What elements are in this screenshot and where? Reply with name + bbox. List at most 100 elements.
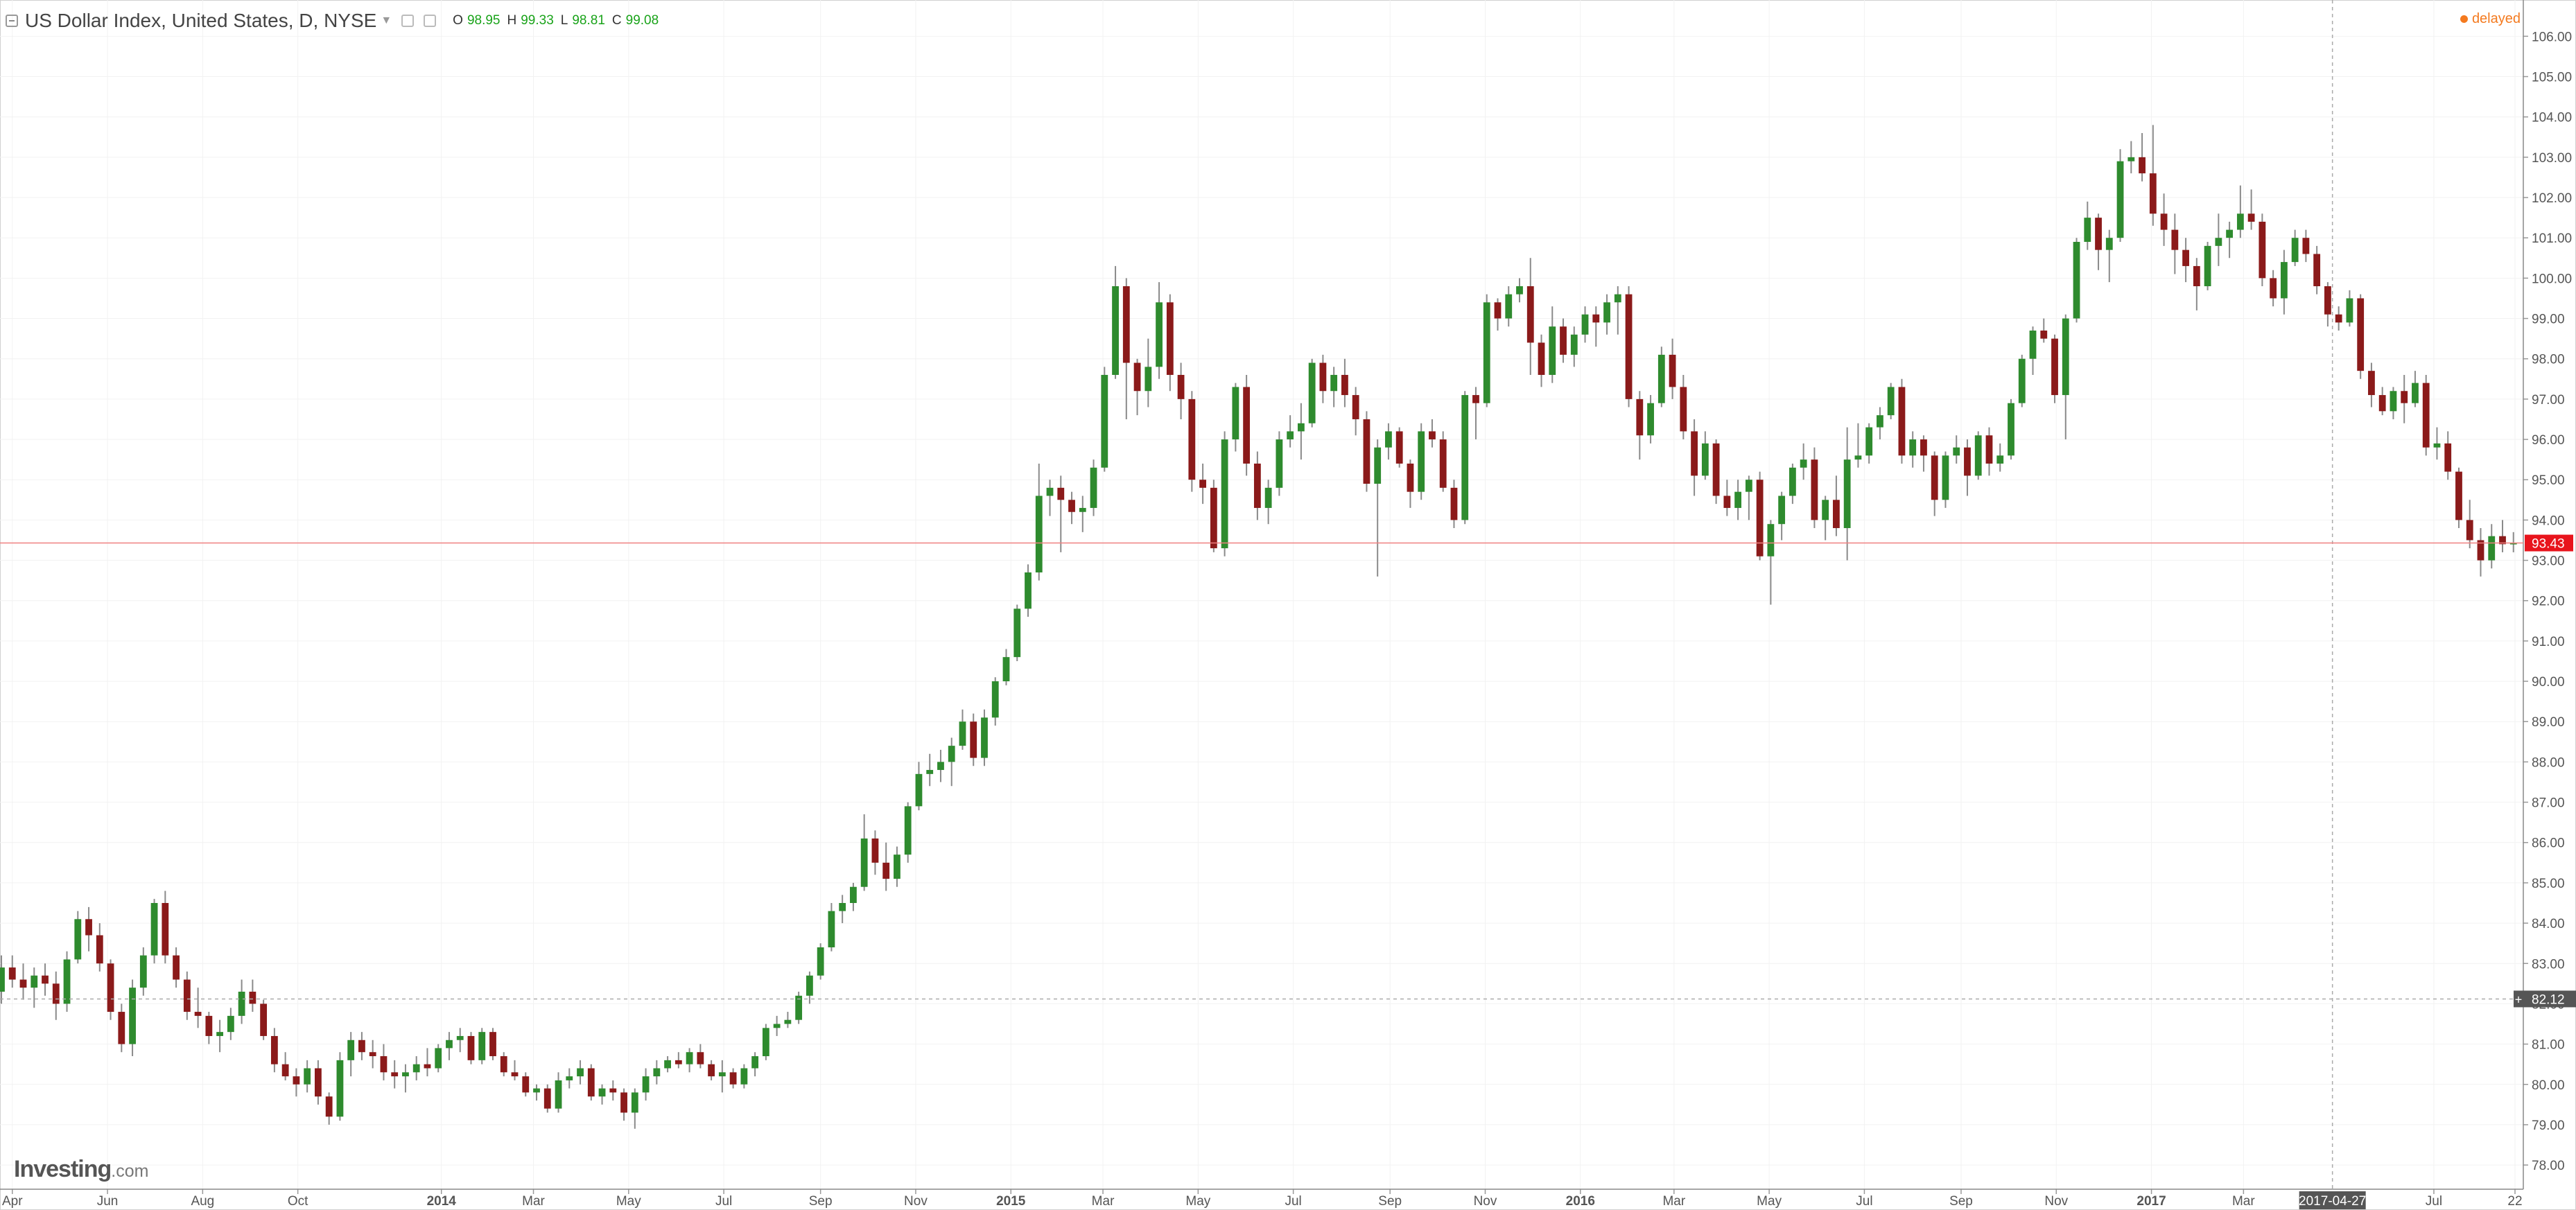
candle-down xyxy=(1341,374,1348,396)
x-tick-label: 2017 xyxy=(2136,1194,2166,1209)
candle-up xyxy=(1778,496,1786,525)
candle-down xyxy=(8,967,16,980)
collapse-legend-icon[interactable] xyxy=(6,15,18,27)
candle-up xyxy=(533,1088,540,1093)
candle-down xyxy=(1243,387,1251,464)
candle-up xyxy=(2236,213,2244,230)
candle-up xyxy=(1046,487,1054,496)
y-tick-label: 96.00 xyxy=(2532,433,2565,448)
candle-down xyxy=(194,1012,202,1016)
candle-down xyxy=(2051,338,2058,396)
delayed-status: delayed xyxy=(2460,11,2521,27)
candle-up xyxy=(1549,326,1556,375)
delayed-label: delayed xyxy=(2471,11,2521,26)
candle-up xyxy=(1800,459,1807,468)
y-tick-label: 101.00 xyxy=(2532,231,2572,246)
candle-down xyxy=(2302,238,2310,254)
candle-up xyxy=(795,995,803,1020)
candle-down xyxy=(609,1088,617,1093)
candle-up xyxy=(1909,439,1917,456)
candle-down xyxy=(522,1076,530,1093)
candle-up xyxy=(1505,294,1513,319)
y-tick-label: 103.00 xyxy=(2532,151,2572,166)
candle-down xyxy=(19,979,27,988)
x-tick-label: Oct xyxy=(288,1194,308,1209)
candle-down xyxy=(489,1032,496,1057)
ohlc-open: O 98.95 xyxy=(453,13,501,28)
candle-up xyxy=(981,717,988,758)
candle-up xyxy=(336,1060,344,1117)
candle-down xyxy=(1199,480,1207,488)
candle-down xyxy=(42,975,49,984)
symbol-title[interactable]: US Dollar Index, United States, D, NYSE xyxy=(25,10,377,31)
candle-down xyxy=(1439,439,1447,488)
candle-down xyxy=(2270,278,2277,299)
candle-up xyxy=(1232,387,1239,440)
candle-up xyxy=(1013,608,1021,658)
candle-down xyxy=(260,1003,268,1036)
y-tick-label: 91.00 xyxy=(2532,635,2565,649)
y-tick-label: 100.00 xyxy=(2532,272,2572,286)
candle-up xyxy=(631,1092,638,1113)
candle-down xyxy=(2455,471,2462,520)
settings-icon[interactable] xyxy=(401,15,415,27)
candle-up xyxy=(1854,455,1862,460)
candle-down xyxy=(1494,302,1502,319)
candle-down xyxy=(391,1072,399,1077)
candle-down xyxy=(1920,439,1927,456)
crosshair-plus-icon: + xyxy=(2515,992,2523,1006)
candle-down xyxy=(1352,395,1359,419)
candle-down xyxy=(1898,387,1906,456)
x-tick-label: Sep xyxy=(1949,1194,1973,1209)
candle-down xyxy=(708,1064,715,1077)
candle-up xyxy=(1079,507,1086,512)
x-tick-label: 2015 xyxy=(996,1194,1026,1209)
candle-up xyxy=(1035,496,1043,573)
candle-up xyxy=(402,1072,409,1077)
candle-down xyxy=(2444,443,2452,472)
candle-down xyxy=(2247,213,2255,222)
candle-up xyxy=(1789,467,1796,496)
candle-up xyxy=(937,762,944,771)
candle-down xyxy=(162,902,169,956)
candle-down xyxy=(2378,395,2386,412)
candle-down xyxy=(1122,286,1130,363)
candle-up xyxy=(566,1076,573,1080)
candle-up xyxy=(1657,354,1665,403)
candle-up xyxy=(1385,431,1392,448)
x-tick-label: Aug xyxy=(191,1194,214,1209)
candle-down xyxy=(2466,520,2473,541)
candle-up xyxy=(1887,387,1895,416)
hide-series-icon[interactable] xyxy=(424,15,437,27)
y-tick-label: 86.00 xyxy=(2532,836,2565,851)
symbol-dropdown-icon[interactable]: ▼ xyxy=(381,15,392,26)
candle-down xyxy=(1395,431,1403,464)
candle-up xyxy=(2008,403,2014,456)
ohlc-close: C 99.08 xyxy=(611,13,659,28)
candle-down xyxy=(1964,447,1971,476)
ohlc-readout: O 98.95 H 99.33 L 98.81 C 99.08 xyxy=(453,13,659,28)
candle-down xyxy=(380,1056,388,1073)
candle-down xyxy=(2139,157,2146,174)
candle-up xyxy=(2280,262,2288,299)
candle-down xyxy=(511,1072,519,1077)
candle-up xyxy=(784,1019,792,1024)
x-tick-label: Sep xyxy=(1378,1194,1402,1209)
y-tick-label: 105.00 xyxy=(2532,71,2572,85)
candle-down xyxy=(1833,500,1840,529)
ohlc-low: L 98.81 xyxy=(560,13,605,28)
candle-up xyxy=(991,681,999,718)
candle-down xyxy=(358,1040,365,1053)
candle-up xyxy=(2509,543,2517,545)
candle-up xyxy=(1603,302,1610,323)
candle-down xyxy=(293,1076,300,1085)
candle-up xyxy=(227,1015,234,1033)
candle-down xyxy=(2149,173,2157,214)
candle-down xyxy=(2401,391,2408,403)
candle-up xyxy=(139,955,147,988)
candle-up xyxy=(1090,467,1097,508)
x-tick-label: Jul xyxy=(715,1194,732,1209)
